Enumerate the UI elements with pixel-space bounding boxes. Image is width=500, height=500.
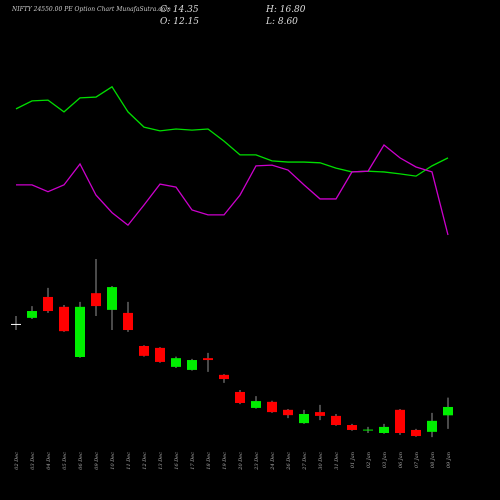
candle-body — [379, 426, 389, 433]
x-tick-label: 10 Dec — [110, 452, 116, 470]
x-tick-label: 16 Dec — [174, 452, 180, 470]
x-tick-label: 11 Dec — [126, 452, 132, 470]
candle-body — [315, 412, 325, 416]
x-tick-label: 01 Jan — [350, 452, 356, 468]
candle-body — [427, 420, 437, 432]
candle-body — [107, 287, 117, 310]
candle-body — [395, 409, 405, 433]
candle-body — [203, 358, 213, 361]
ohlc-close: C: 14.35 — [160, 5, 199, 15]
ohlc-high: H: 16.80 — [265, 5, 306, 15]
x-tick-label: 07 Jan — [414, 452, 420, 468]
candle-body — [219, 374, 229, 380]
candle-body — [331, 415, 341, 426]
candle-body — [139, 345, 149, 356]
candle-body — [251, 401, 261, 408]
candle-body — [283, 409, 293, 416]
x-tick-label: 12 Dec — [142, 452, 148, 470]
x-tick-label: 09 Dec — [94, 452, 100, 470]
candle-body — [11, 323, 21, 325]
x-tick-label: 03 Jan — [382, 452, 388, 468]
x-tick-label: 20 Dec — [238, 452, 244, 471]
candle-body — [155, 347, 165, 362]
candle-body — [443, 406, 453, 416]
candle-body — [363, 429, 373, 431]
x-tick-label: 06 Dec — [78, 452, 84, 470]
candle-body — [267, 401, 277, 413]
x-tick-label: 03 Dec — [30, 452, 36, 470]
x-tick-label: 02 Jan — [366, 452, 372, 468]
x-tick-label: 08 Jan — [430, 452, 436, 468]
x-tick-label: 23 Dec — [254, 452, 260, 471]
candle-body — [411, 429, 421, 437]
candle-body — [187, 360, 197, 370]
candle-body — [27, 311, 37, 318]
x-tick-label: 09 Jan — [446, 452, 452, 468]
candle-body — [75, 306, 85, 357]
candle-body — [171, 358, 181, 367]
ohlc-open: O: 12.15 — [160, 17, 199, 27]
candle-body — [235, 391, 245, 403]
x-tick-label: 26 Dec — [286, 452, 292, 471]
x-tick-label: 30 Dec — [318, 452, 324, 470]
candle-body — [43, 296, 53, 312]
candle-body — [123, 312, 133, 331]
candle-body — [59, 306, 69, 332]
overlay-line — [16, 143, 449, 236]
x-tick-label: 06 Jan — [398, 452, 404, 468]
x-tick-label: 17 Dec — [190, 452, 196, 470]
candle-body — [299, 414, 309, 424]
x-tick-label: 13 Dec — [158, 452, 164, 470]
x-tick-label: 19 Dec — [222, 452, 228, 470]
ohlc-low: L: 8.60 — [265, 17, 298, 27]
x-tick-label: 05 Dec — [62, 452, 68, 470]
chart-title: NIFTY 24550.00 PE Option Chart MunafaSut… — [11, 6, 171, 13]
x-tick-label: 24 Dec — [270, 452, 276, 471]
candle-body — [347, 425, 357, 430]
x-tick-label: 27 Dec — [302, 452, 308, 471]
x-tick-label: 04 Dec — [46, 452, 52, 470]
overlay-line — [15, 85, 449, 177]
candle-body — [91, 293, 101, 307]
x-tick-label: 18 Dec — [206, 452, 212, 470]
x-tick-label: 02 Dec — [14, 452, 20, 470]
x-tick-label: 31 Dec — [334, 452, 340, 470]
